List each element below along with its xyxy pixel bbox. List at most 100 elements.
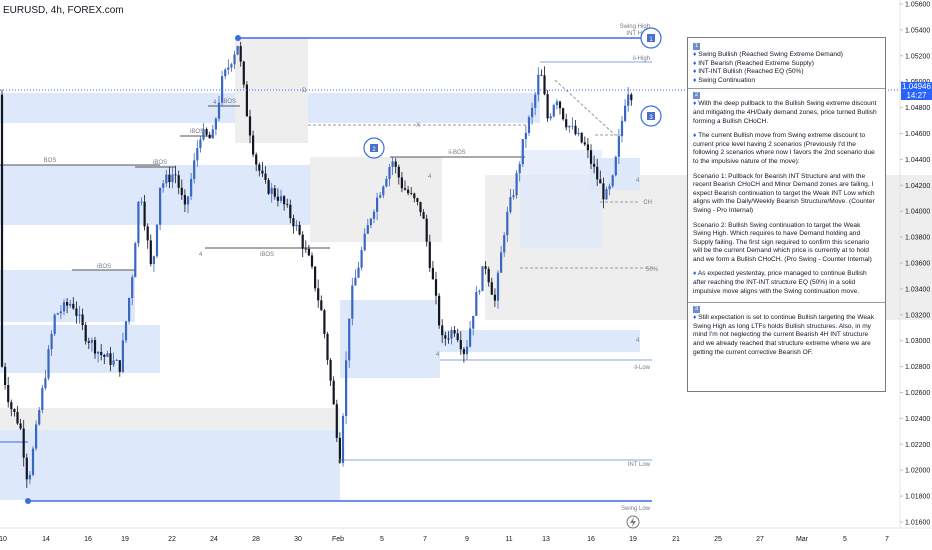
candle-body	[447, 338, 450, 340]
candle-body	[372, 211, 376, 219]
candle-body	[112, 360, 115, 365]
candle-body	[230, 64, 233, 68]
zone-label: 4	[636, 178, 640, 184]
x-label: X	[416, 123, 420, 129]
candle-body	[617, 136, 620, 157]
candle-body	[304, 248, 307, 250]
candle-body	[410, 193, 413, 195]
candle-body	[518, 164, 521, 174]
candle-body	[527, 117, 531, 133]
candle-body	[90, 340, 93, 343]
candle-body	[583, 142, 586, 145]
lightning-icon[interactable]	[626, 515, 640, 529]
trend-line	[554, 79, 616, 136]
candle-body	[128, 298, 131, 322]
candle-body	[87, 341, 90, 343]
candle-body	[534, 94, 537, 108]
candle-body	[456, 333, 459, 341]
candle-body	[472, 315, 475, 329]
candle-body	[211, 129, 214, 139]
bos-label: BOS	[44, 158, 57, 164]
candle-body	[413, 193, 416, 199]
time-tick-label: 7	[423, 536, 427, 543]
candle-body	[214, 118, 217, 130]
candle-body	[279, 196, 283, 201]
candle-body	[515, 173, 518, 196]
candle-body	[75, 308, 78, 316]
price-tick-label: 1.02800	[905, 364, 930, 371]
candle-body	[558, 101, 562, 109]
marker-2-badge	[370, 144, 378, 152]
time-axis[interactable]: 10 14 16 19 22 24 28 30 Feb 5 7 9 11 13 16 19 21 25 27 Mar 5…	[0, 536, 889, 543]
candle-body	[366, 225, 369, 234]
candle-body	[273, 188, 276, 197]
ii-low-label: ii-Low	[634, 365, 650, 371]
candle-body	[462, 349, 465, 355]
candle-body	[391, 161, 394, 168]
candle-body	[444, 335, 447, 339]
supply-zone	[0, 408, 340, 430]
candle-body	[152, 256, 155, 265]
price-tick-label: 1.02000	[905, 468, 930, 475]
candle-body	[397, 166, 400, 178]
candle-body	[314, 266, 317, 289]
zone-label: D	[302, 88, 307, 94]
zone-label: 4	[213, 100, 217, 106]
candle-body	[500, 252, 503, 273]
candle-body	[512, 195, 515, 198]
candle-body	[341, 415, 345, 463]
candle-body	[106, 353, 109, 357]
candle-body	[524, 132, 527, 140]
candle-body	[481, 266, 484, 291]
section-number: 3	[693, 306, 700, 314]
candle-body	[10, 402, 13, 410]
candle-body	[0, 94, 4, 367]
candle-body	[245, 84, 248, 117]
candle-body	[131, 277, 134, 299]
time-tick-label: 25	[714, 536, 722, 543]
time-tick-label: 22	[168, 536, 176, 543]
candle-body	[431, 267, 434, 280]
candle-body	[84, 325, 87, 342]
time-tick-label: Feb	[332, 536, 344, 543]
candle-body	[320, 300, 323, 311]
current-price-tag: 1.04946 14:27	[901, 82, 932, 100]
candle-body	[41, 388, 44, 411]
candle-body	[186, 196, 190, 205]
price-tick-label: 1.01800	[905, 494, 930, 501]
candle-body	[335, 404, 338, 438]
candle-body	[475, 292, 478, 316]
note-paragraph: Scenario 1: Pullback for Bearish INT Str…	[693, 172, 875, 214]
candle-body	[478, 290, 481, 293]
ii-high-label: ii-High	[633, 56, 650, 62]
candle-body	[496, 272, 500, 301]
ibos-label: iBOS	[190, 129, 204, 135]
candle-body	[490, 282, 493, 295]
candle-body	[565, 119, 568, 128]
note-item: ♦ INT Bearish (Reached Extreme Supply)	[693, 59, 814, 67]
markers: 1 2 3	[363, 27, 662, 159]
candle-body	[168, 174, 171, 183]
price-axis[interactable]: 1.056001.054001.052001.050001.048001.046…	[900, 2, 930, 527]
candle-body	[614, 156, 617, 176]
candle-body	[317, 288, 320, 301]
price-tick-label: 1.02200	[905, 442, 930, 449]
candle-body	[360, 250, 363, 268]
candle-body	[599, 179, 602, 184]
candle-body	[295, 224, 298, 227]
candle-body	[255, 154, 258, 165]
candle-body	[537, 74, 540, 95]
candles	[0, 41, 633, 488]
candle-body	[503, 235, 506, 253]
candle-body	[22, 428, 25, 458]
price-tick-label: 1.05400	[905, 27, 930, 34]
marker-2-number: 2	[372, 147, 376, 153]
demand-zone	[0, 430, 340, 500]
ii-bos-label: ii-BOS	[448, 150, 465, 156]
candle-body	[357, 267, 360, 278]
candle-body	[103, 354, 106, 357]
candle-body	[416, 198, 419, 202]
note-item: ♦ INT-INT Bullish (Reached EQ (50%)	[693, 68, 804, 76]
swing-low-label: Swing Low	[621, 506, 651, 512]
time-tick-label: 14	[42, 536, 50, 543]
